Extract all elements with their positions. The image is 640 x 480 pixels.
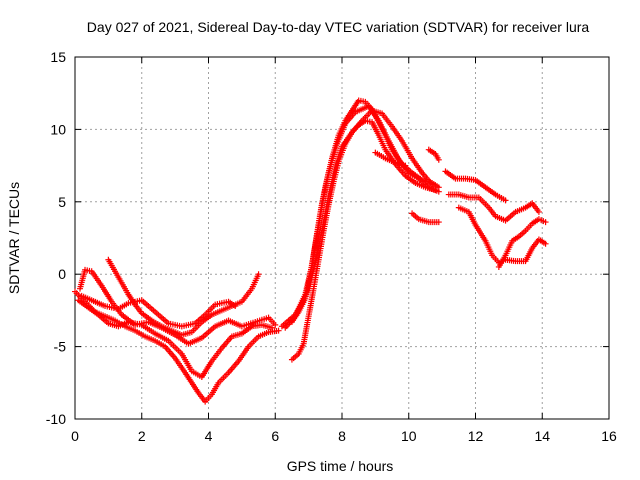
data-point	[402, 162, 409, 169]
data-point	[432, 187, 439, 194]
data-point	[268, 324, 275, 331]
y-axis-label: SDTVAR / TECUs	[6, 182, 22, 294]
x-tick-label: 6	[271, 428, 279, 444]
series-track-4	[72, 288, 282, 405]
y-tick-label: -5	[54, 339, 67, 355]
series-track-10	[372, 149, 409, 169]
data-point	[435, 219, 442, 226]
chart-title: Day 027 of 2021, Sidereal Day-to-day VTE…	[87, 19, 590, 35]
series-track-15	[455, 204, 549, 266]
data-point	[275, 327, 282, 334]
series-track-13	[442, 168, 509, 204]
series-track-11	[425, 146, 442, 163]
y-tick-label: -10	[46, 411, 66, 427]
data-point	[255, 271, 262, 278]
y-tick-label: 0	[58, 266, 66, 282]
series-track-2	[78, 292, 239, 330]
x-tick-label: 0	[71, 428, 79, 444]
y-tick-label: 5	[58, 194, 66, 210]
x-tick-label: 12	[468, 428, 484, 444]
x-tick-label: 16	[601, 428, 617, 444]
data-point	[429, 181, 436, 188]
y-tick-label: 10	[50, 121, 66, 137]
series-track-12	[409, 210, 442, 226]
data-point	[435, 156, 442, 163]
data-point	[435, 188, 442, 195]
data-points	[72, 97, 549, 405]
data-point	[535, 208, 542, 215]
series-track-14	[445, 191, 542, 224]
x-tick-label: 2	[138, 428, 146, 444]
x-tick-label: 14	[534, 428, 550, 444]
series-track-5	[105, 256, 262, 339]
y-tick-label: 15	[50, 49, 66, 65]
x-tick-label: 10	[401, 428, 417, 444]
y-axis-ticks: -10 -5 0 5 10 15	[46, 49, 609, 427]
data-point	[502, 197, 509, 204]
x-axis-ticks: 0 2 4 6 8 10 12 14 16	[71, 57, 617, 444]
series-track-9	[278, 107, 436, 330]
x-axis-label: GPS time / hours	[287, 458, 394, 474]
data-point	[542, 219, 549, 226]
x-tick-label: 4	[205, 428, 213, 444]
data-point	[272, 321, 279, 328]
data-point	[542, 240, 549, 247]
x-tick-label: 8	[338, 428, 346, 444]
series-track-16	[495, 216, 549, 270]
